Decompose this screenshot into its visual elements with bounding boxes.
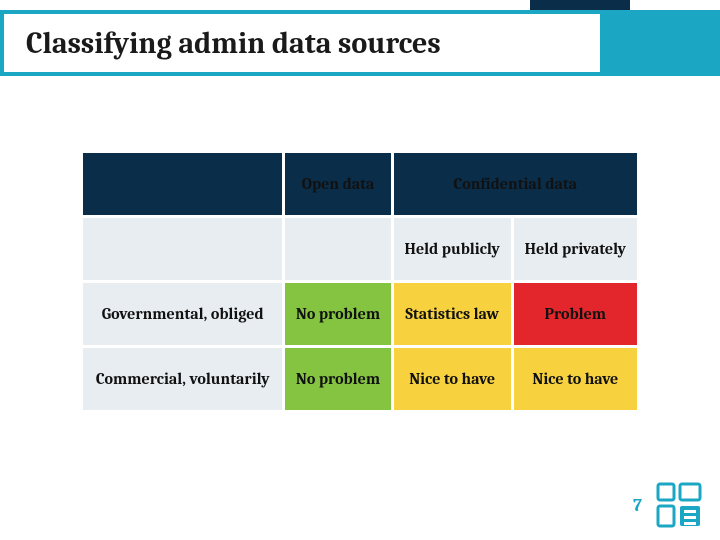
col-subheader-open-blank — [285, 218, 390, 280]
table-header-row-1: Open data Confidential data — [83, 153, 637, 215]
row-label-commercial: Commercial, voluntarily — [83, 348, 282, 410]
cell-com-private: Nice to have — [514, 348, 637, 410]
title-bar: Classifying admin data sources — [0, 10, 720, 76]
table-header-row-2: Held publicly Held privately — [83, 218, 637, 280]
top-accent-bar — [530, 0, 630, 10]
cell-com-public: Nice to have — [394, 348, 511, 410]
table-row: Governmental, obliged No problem Statist… — [83, 283, 637, 345]
cell-gov-public: Statistics law — [394, 283, 511, 345]
title-bar-left-cap — [0, 10, 18, 76]
cbs-logo-icon — [652, 478, 706, 532]
col-header-open: Open data — [285, 153, 390, 215]
slide: Classifying admin data sources Open data… — [0, 0, 720, 540]
table-row: Commercial, voluntarily No problem Nice … — [83, 348, 637, 410]
cell-com-open: No problem — [285, 348, 390, 410]
table-corner-cell — [83, 153, 282, 215]
title-bar-right-block — [600, 10, 720, 76]
row-label-governmental: Governmental, obliged — [83, 283, 282, 345]
classification-table: Open data Confidential data Held publicl… — [80, 150, 640, 413]
table-subcorner-cell — [83, 218, 282, 280]
slide-title: Classifying admin data sources — [26, 26, 441, 61]
title-bar-main: Classifying admin data sources — [18, 10, 600, 76]
col-header-confidential: Confidential data — [394, 153, 637, 215]
cell-gov-private: Problem — [514, 283, 637, 345]
col-subheader-public: Held publicly — [394, 218, 511, 280]
col-subheader-private: Held privately — [514, 218, 637, 280]
cell-gov-open: No problem — [285, 283, 390, 345]
page-number: 7 — [633, 495, 642, 516]
